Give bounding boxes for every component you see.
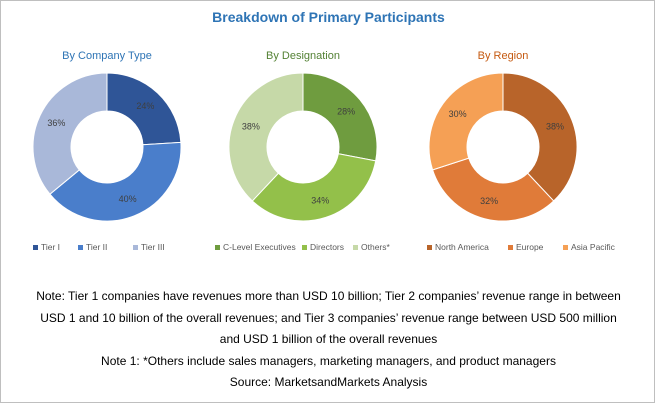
donut-slice — [251, 153, 377, 222]
donut-slice — [502, 72, 578, 202]
data-label: 28% — [337, 106, 355, 116]
legend-label: Tier III — [141, 242, 165, 252]
legend-swatch — [427, 245, 432, 250]
donut-slice — [106, 72, 182, 146]
source-line: Source: MarketsandMarkets Analysis — [229, 375, 428, 389]
legend-label: Europe — [516, 242, 544, 252]
donut-chart-3: By Region 38% 32% 30% North America Europe Asi… — [427, 50, 616, 252]
donut-slice — [228, 72, 304, 202]
note-line-2: USD 1 and 10 billion of the overall reve… — [40, 310, 617, 325]
data-label: 30% — [449, 109, 467, 119]
data-label: 36% — [47, 118, 65, 128]
donut-slice — [431, 157, 555, 222]
legend-swatch — [302, 245, 307, 250]
legend-swatch — [508, 245, 513, 250]
data-label: 38% — [546, 121, 564, 131]
note-line-1: Note: Tier 1 companies have revenues mor… — [36, 289, 621, 303]
donut-slice — [302, 72, 378, 162]
legend-label: North America — [435, 242, 489, 252]
legend-swatch — [215, 245, 220, 250]
donut-charts: By Company Type 24% 40% 36% Tier I Tier II Tie… — [32, 50, 616, 252]
legend-label: Directors — [310, 242, 344, 252]
data-label: 38% — [242, 121, 260, 131]
legend-swatch — [563, 245, 568, 250]
chart-title: By Designation — [266, 50, 340, 62]
donut-chart-2: By Designation 28% 34% 38% C-Level Executive… — [215, 50, 391, 252]
legend-swatch — [78, 245, 83, 250]
legend-label: Tier II — [86, 242, 107, 252]
data-label: 34% — [311, 195, 329, 205]
donut-chart-1: By Company Type 24% 40% 36% Tier I Tier II Tie… — [32, 50, 182, 252]
legend-label: Tier I — [41, 242, 60, 252]
donut-slice — [49, 141, 182, 222]
chart-title: By Company Type — [62, 50, 152, 62]
chart-title: By Region — [478, 50, 529, 62]
data-label: 40% — [119, 194, 137, 204]
data-label: 24% — [136, 101, 154, 111]
legend-label: Asia Pacific — [571, 242, 616, 252]
data-label: 32% — [480, 196, 498, 206]
note-line-4: Note 1: *Others include sales managers, … — [101, 353, 556, 368]
legend-swatch — [133, 245, 138, 250]
notes: Note: Tier 1 companies have revenues mor… — [1, 286, 655, 394]
legend-label: Others* — [361, 242, 391, 252]
donut-slice — [428, 72, 504, 171]
legend-swatch — [33, 245, 38, 250]
legend-label: C-Level Executives — [223, 242, 296, 252]
main-title: Breakdown of Primary Participants — [212, 9, 445, 25]
note-line-3: and USD 1 billion of the overall revenue… — [219, 332, 438, 346]
legend-swatch — [353, 245, 358, 250]
donut-slice — [32, 72, 108, 195]
